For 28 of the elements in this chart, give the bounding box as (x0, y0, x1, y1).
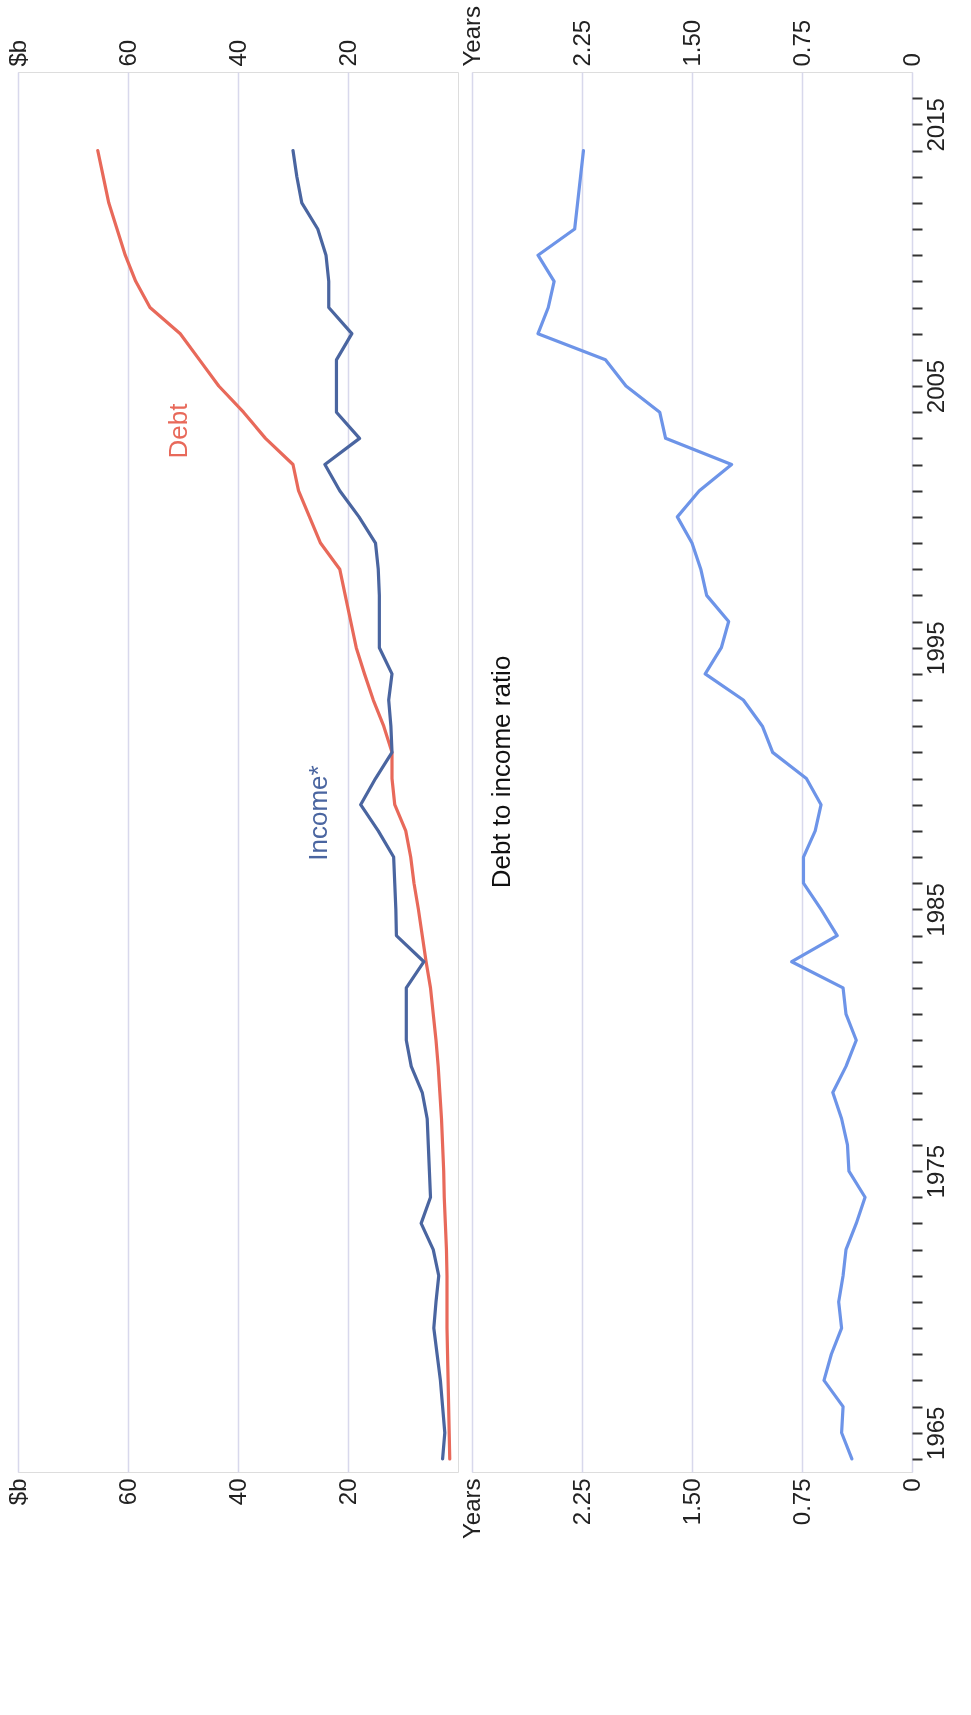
x-tick-label: 0.75 (787, 19, 815, 67)
x-tick-label: 60 (113, 39, 141, 67)
x-tick-label: 0 (897, 53, 925, 67)
x2-tick-label: 40 (223, 1478, 251, 1506)
x2-tick-label: 0.75 (787, 1478, 815, 1526)
x2-tick-label: 20 (333, 1478, 361, 1506)
y-tick-label: 1995 (921, 621, 949, 675)
text: Debt to income ratio (486, 655, 516, 889)
y-tick-label: 2015 (921, 98, 949, 152)
y-tick-label: 1965 (921, 1406, 949, 1460)
x2-tick-label: Years (457, 1478, 485, 1539)
x2-tick-label: 1.50 (677, 1478, 705, 1526)
x-tick-label: 40 (223, 39, 251, 67)
x2-tick-label: 60 (113, 1478, 141, 1506)
y-tick-label: 1975 (921, 1144, 949, 1199)
text: Income* (303, 765, 333, 861)
x-tick-label: $b (3, 39, 31, 67)
y-tick-label: 1985 (921, 883, 949, 937)
x-tick-label: Years (457, 6, 485, 67)
x2-tick-label: $b (3, 1478, 31, 1506)
x-tick-label: 20 (333, 39, 361, 67)
line-series (536, 148, 867, 1461)
x2-tick-label: 0 (897, 1478, 925, 1492)
x-tick-label: 2.25 (567, 19, 595, 67)
x2-tick-label: 2.25 (567, 1478, 595, 1526)
x-tick-label: 1.50 (677, 19, 705, 67)
text: Debt (163, 402, 193, 459)
y-tick-label: 2005 (921, 359, 949, 414)
